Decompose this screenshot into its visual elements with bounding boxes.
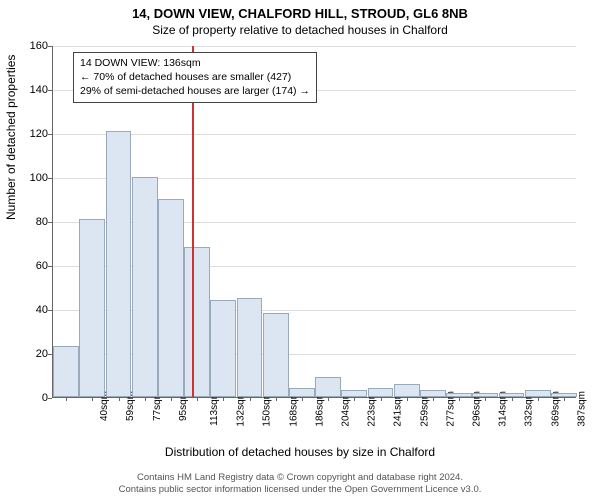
annotation-line: ← 70% of detached houses are smaller (42… [80, 70, 310, 84]
xtick-mark [564, 397, 565, 401]
xtick-mark [66, 397, 67, 401]
annotation-box: 14 DOWN VIEW: 136sqm← 70% of detached ho… [73, 52, 317, 103]
histogram-bar [184, 247, 210, 397]
histogram-bar [341, 390, 367, 397]
chart-subtitle: Size of property relative to detached ho… [0, 21, 600, 37]
histogram-bar [263, 313, 289, 397]
ytick-label: 0 [8, 392, 48, 404]
plot-area: 40sqm59sqm77sqm95sqm113sqm132sqm150sqm16… [52, 46, 576, 398]
histogram-bar [106, 131, 132, 397]
xtick-mark [381, 397, 382, 401]
ytick-label: 60 [8, 260, 48, 272]
attribution-line1: Contains HM Land Registry data © Crown c… [0, 472, 600, 484]
histogram-bar [525, 390, 551, 397]
ytick-mark [48, 266, 52, 267]
histogram-bar [315, 377, 341, 397]
xtick-mark [197, 397, 198, 401]
gridline [53, 134, 576, 135]
xtick-mark [485, 397, 486, 401]
xtick-mark [171, 397, 172, 401]
ytick-mark [48, 90, 52, 91]
ytick-mark [48, 134, 52, 135]
histogram-bar [394, 384, 420, 397]
ytick-label: 20 [8, 348, 48, 360]
histogram-bar [368, 388, 394, 397]
ytick-label: 80 [8, 216, 48, 228]
ytick-label: 100 [8, 172, 48, 184]
ytick-mark [48, 222, 52, 223]
chart-title: 14, DOWN VIEW, CHALFORD HILL, STROUD, GL… [0, 0, 600, 21]
histogram-bar [158, 199, 184, 397]
attribution-line2: Contains public sector information licen… [0, 484, 600, 496]
attribution-text: Contains HM Land Registry data © Crown c… [0, 472, 600, 496]
histogram-bar [420, 390, 446, 397]
ytick-label: 40 [8, 304, 48, 316]
histogram-bar [289, 388, 315, 397]
x-axis-label: Distribution of detached houses by size … [0, 445, 600, 459]
ytick-label: 140 [8, 84, 48, 96]
xtick-mark [119, 397, 120, 401]
ytick-mark [48, 46, 52, 47]
ytick-mark [48, 398, 52, 399]
histogram-bar [210, 300, 236, 397]
xtick-mark [145, 397, 146, 401]
ytick-label: 120 [8, 128, 48, 140]
xtick-mark [302, 397, 303, 401]
annotation-line: 29% of semi-detached houses are larger (… [80, 84, 310, 98]
xtick-mark [459, 397, 460, 401]
ytick-mark [48, 354, 52, 355]
xtick-mark [512, 397, 513, 401]
ytick-label: 160 [8, 40, 48, 52]
xtick-mark [328, 397, 329, 401]
annotation-line: 14 DOWN VIEW: 136sqm [80, 56, 310, 70]
xtick-mark [223, 397, 224, 401]
xtick-label: 387sqm [576, 391, 587, 427]
histogram-bar [132, 177, 158, 397]
xtick-mark [538, 397, 539, 401]
xtick-mark [276, 397, 277, 401]
ytick-mark [48, 178, 52, 179]
histogram-bar [53, 346, 79, 397]
xtick-mark [92, 397, 93, 401]
xtick-mark [433, 397, 434, 401]
ytick-mark [48, 310, 52, 311]
histogram-bar [237, 298, 263, 397]
xtick-mark [250, 397, 251, 401]
histogram-bar [79, 219, 105, 397]
xtick-mark [354, 397, 355, 401]
gridline [53, 46, 576, 47]
xtick-mark [407, 397, 408, 401]
